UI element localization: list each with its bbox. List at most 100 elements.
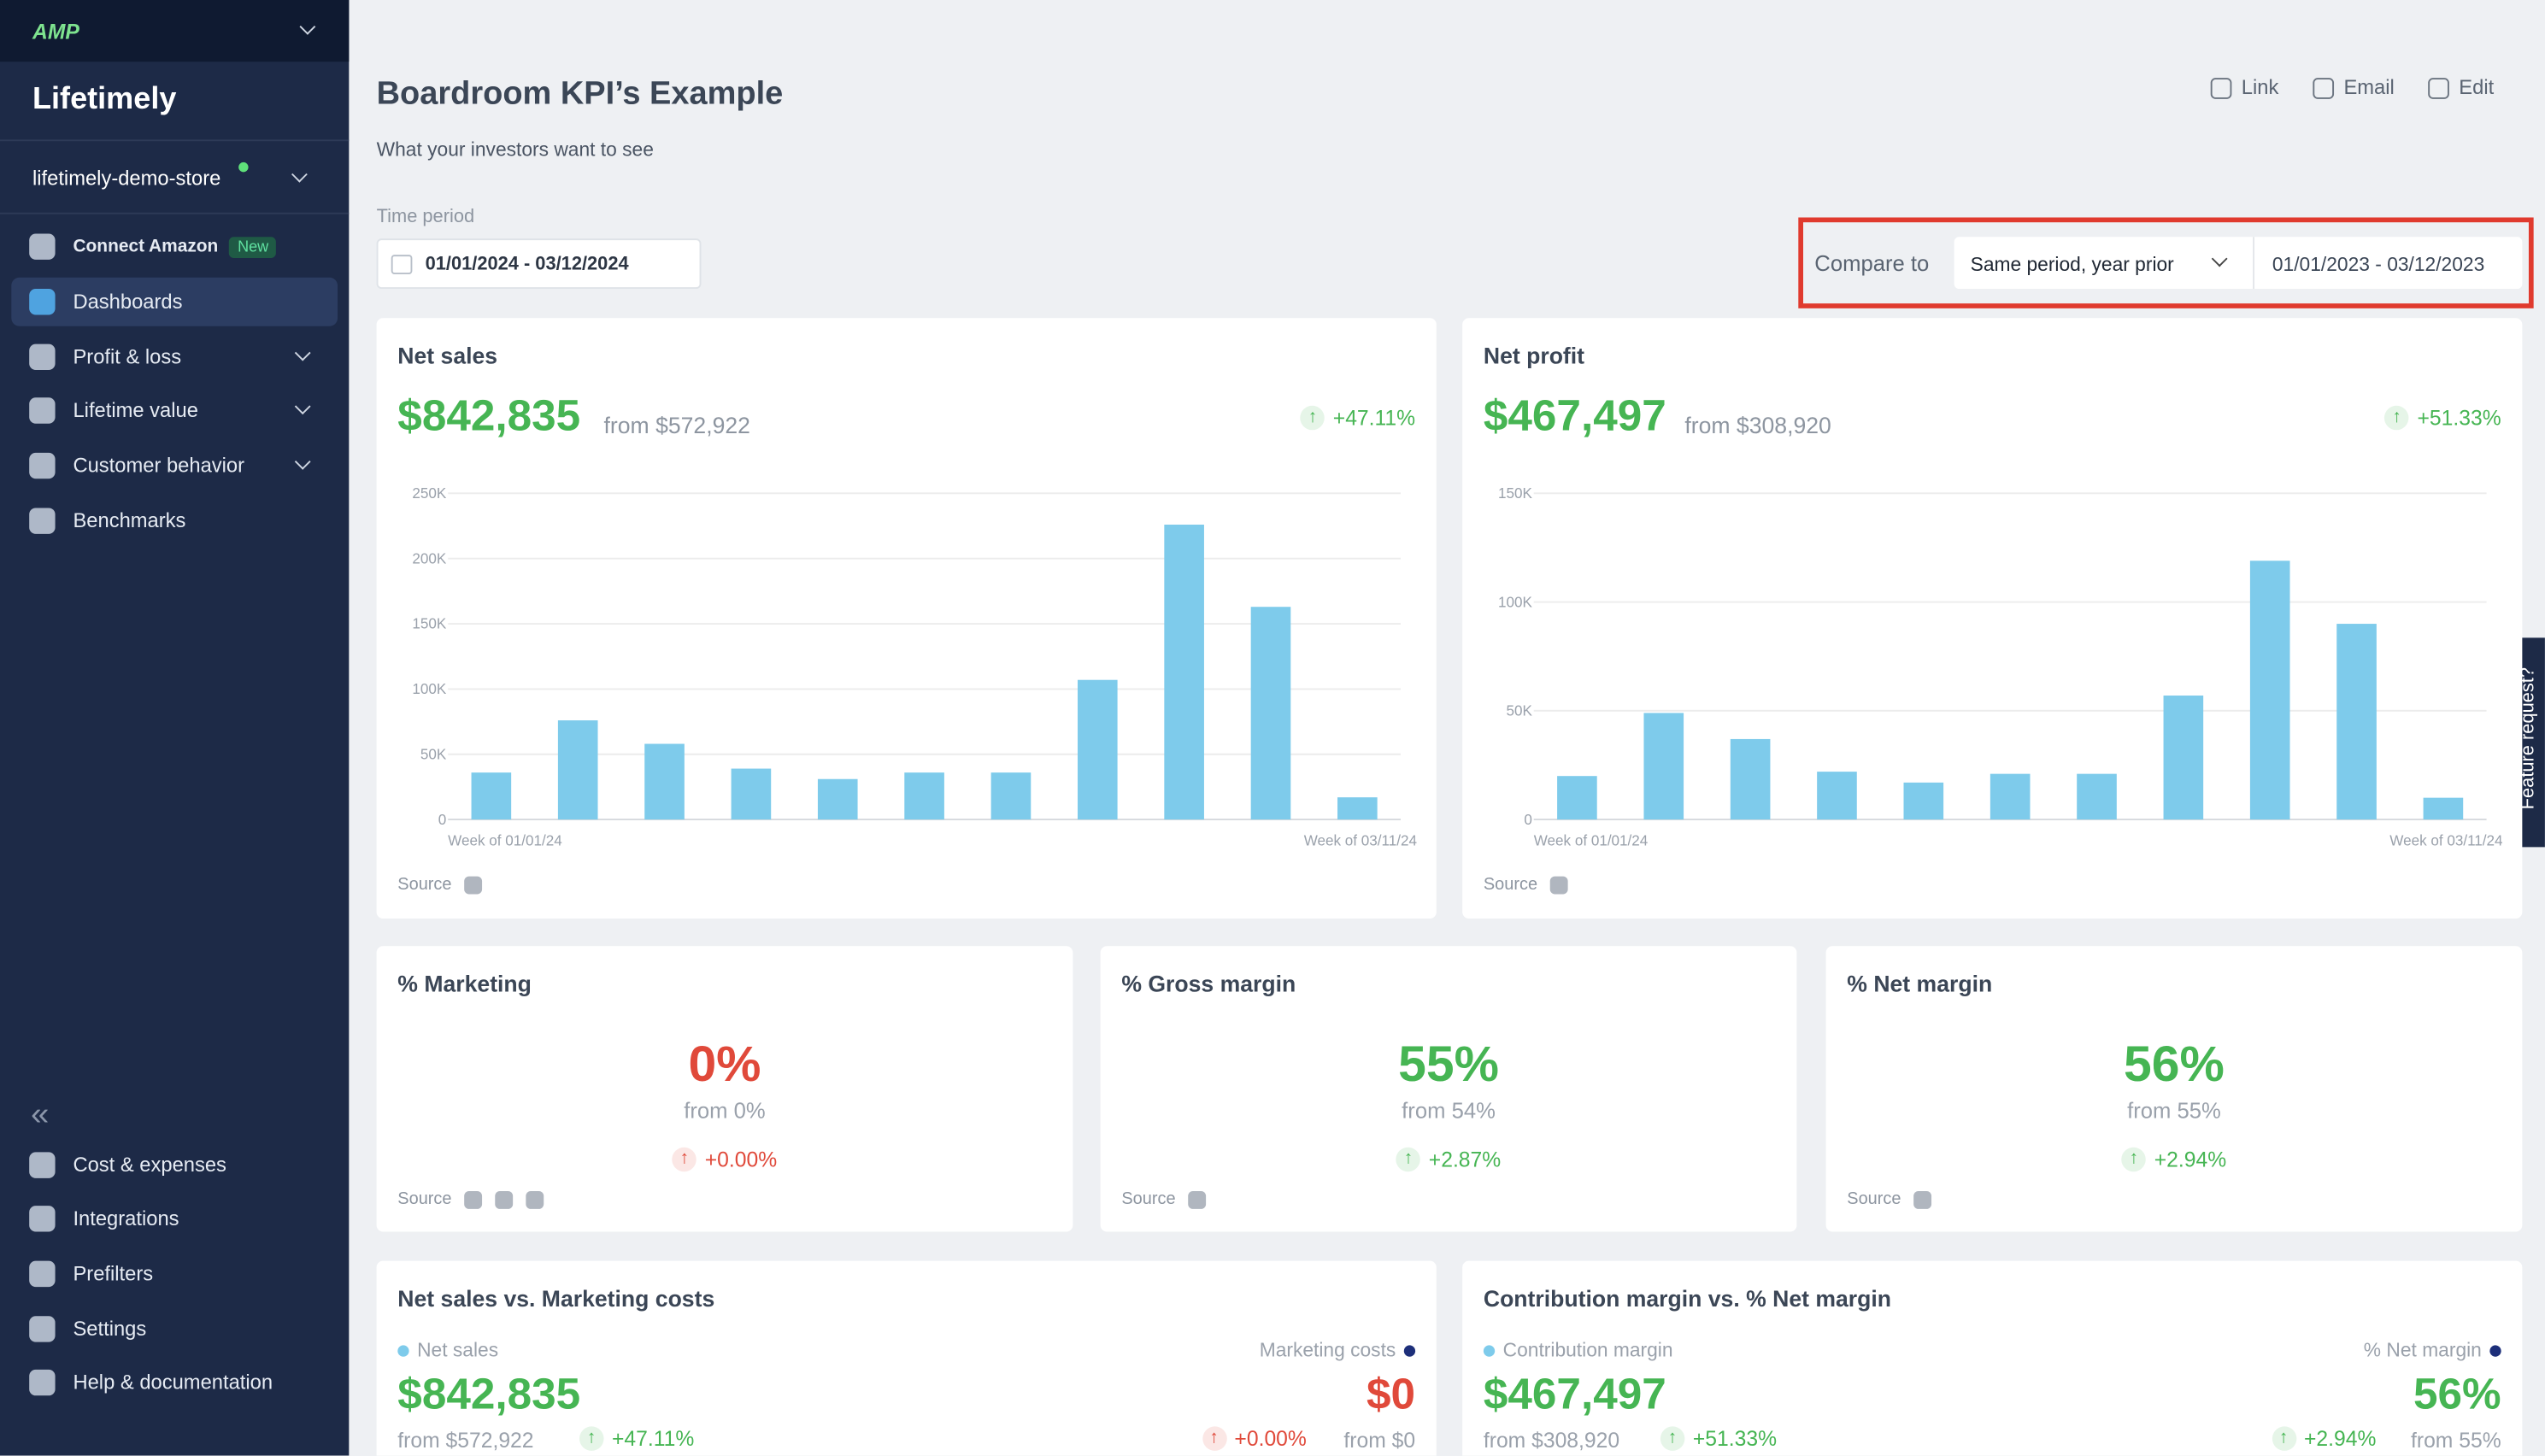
nav-item[interactable]: Settings (11, 1305, 338, 1353)
action-label[interactable]: Email (2343, 76, 2395, 99)
bar (1730, 738, 1771, 820)
nav-icon (29, 1369, 56, 1396)
bar (1817, 772, 1857, 820)
change-arrow: ↑ (1660, 1426, 1685, 1451)
series-dot (1403, 1344, 1416, 1356)
nav-label[interactable]: Benchmarks (73, 509, 186, 532)
nav-label[interactable]: Customer behavior (73, 454, 245, 478)
source-icon (1188, 1191, 1207, 1209)
nav-label[interactable]: Lifetime value (73, 399, 198, 422)
nav-item[interactable]: Integrations (11, 1195, 338, 1243)
kpi-from: from $308,920 (1684, 412, 1831, 438)
source-icon (526, 1191, 544, 1209)
brand[interactable]: AMP (32, 19, 79, 44)
series-name: Marketing costs (1260, 1339, 1424, 1361)
nav-chevron[interactable] (294, 344, 311, 361)
bar (990, 772, 1032, 820)
y-tick-label: 100K (412, 681, 446, 697)
nav-label[interactable]: Integrations (73, 1207, 179, 1230)
collapse-icon[interactable]: « (31, 1096, 50, 1133)
nav-label[interactable]: Dashboards (73, 290, 183, 314)
nav-label[interactable]: Cost & expenses (73, 1154, 226, 1177)
nav-item[interactable]: Lifetime value (11, 386, 338, 435)
bar (1077, 679, 1118, 820)
change-value: +51.33% (2417, 405, 2501, 431)
change: ↑ +51.33% (2384, 405, 2501, 431)
nav-chevron[interactable] (294, 398, 311, 415)
series-name: Contribution margin (1475, 1338, 1673, 1362)
action-icon (2428, 77, 2449, 98)
change-arrow: ↑ (672, 1147, 697, 1172)
store-name[interactable]: lifetimely-demo-store (32, 167, 221, 191)
compare-range[interactable]: 01/01/2023 - 03/12/2023 (2272, 253, 2485, 276)
change-arrow: ↑ (2272, 1426, 2296, 1451)
nav-icon (29, 1316, 56, 1342)
x-tick-label: Week of 03/11/24 (2389, 832, 2502, 848)
series-from: from $308,920 (1483, 1428, 1620, 1453)
series-value: 56% (2413, 1369, 2501, 1418)
bar (2249, 561, 2290, 820)
calendar-icon (391, 255, 413, 274)
metric-card: % Marketing 0% from 0% ↑ +0.00% Source (376, 946, 1073, 1232)
y-tick-label: 50K (1506, 703, 1532, 719)
nav-item[interactable]: Customer behavior (11, 442, 338, 490)
nav-item[interactable]: Profit & loss (11, 332, 338, 381)
nav-label[interactable]: Prefilters (73, 1262, 154, 1286)
change: ↑ +2.94% (2272, 1426, 2377, 1451)
header-action[interactable]: Link (2210, 76, 2279, 99)
x-tick-label: Week of 01/01/24 (448, 832, 562, 848)
y-tick-label: 50K (420, 746, 447, 762)
header-action[interactable]: Edit (2428, 76, 2494, 99)
bar (2336, 624, 2377, 820)
compare-label: Compare to (1814, 251, 1930, 276)
nav-icon (29, 508, 56, 534)
series-name: Net sales (390, 1339, 498, 1361)
metric-card: % Net margin 56% from 55% ↑ +2.94% Source (1825, 946, 2523, 1232)
source-label: Source (1121, 1189, 1176, 1209)
nav-label[interactable]: Profit & loss (73, 345, 182, 369)
change-arrow: ↑ (2384, 405, 2410, 431)
metric-card: % Gross margin 55% from 54% ↑ +2.87% Source (1100, 946, 1797, 1232)
change-value: +2.94% (2304, 1426, 2377, 1451)
bar (557, 720, 598, 820)
series-dot (2489, 1344, 2501, 1356)
y-tick-label: 0 (1524, 812, 1532, 828)
nav-chevron[interactable] (294, 453, 311, 470)
series-value: $842,835 (397, 1369, 581, 1418)
series-label: Contribution margin (1502, 1338, 1673, 1362)
nav-item[interactable]: Help & documentation (11, 1359, 338, 1407)
metric-value: 0% (688, 1035, 761, 1093)
action-label[interactable]: Edit (2459, 76, 2495, 99)
change-value: +47.11% (1332, 405, 1416, 431)
action-label[interactable]: Link (2241, 76, 2279, 99)
x-tick-label: Week of 01/01/24 (1534, 832, 1649, 848)
nav-item[interactable]: Prefilters (11, 1249, 338, 1298)
change-value: +0.00% (1234, 1426, 1307, 1451)
card-title: % Marketing (397, 970, 532, 997)
nav-label[interactable]: Help & documentation (73, 1371, 273, 1394)
change-arrow: ↑ (1396, 1147, 1421, 1172)
status-dot (238, 161, 249, 173)
series-from: from 55% (2410, 1428, 2501, 1453)
nav-item[interactable]: Cost & expenses (11, 1141, 338, 1189)
nav-item[interactable]: Benchmarks (11, 496, 338, 545)
bar (2077, 773, 2117, 820)
app-name: Lifetimely (32, 82, 177, 117)
compare-select[interactable]: Same period, year prior (1970, 253, 2174, 276)
bar (1164, 525, 1204, 820)
comparison-card: Contribution margin vs. % Net margin Cont… (1462, 1260, 2523, 1456)
nav-label[interactable]: Settings (73, 1318, 147, 1341)
header-action[interactable]: Email (2313, 76, 2395, 99)
nav-label[interactable]: Connect Amazon (73, 237, 219, 257)
nav-item[interactable]: Dashboards (11, 277, 338, 326)
change: ↑ +2.87% (1101, 1147, 1797, 1172)
card-title: % Net margin (1847, 970, 1993, 997)
change: ↑ +51.33% (1660, 1426, 1777, 1451)
time-period-input[interactable]: 01/01/2024 - 03/12/2024 (376, 238, 702, 290)
metric-from: from 54% (1402, 1098, 1496, 1124)
x-tick-label: Week of 03/11/24 (1304, 832, 1417, 848)
select-chevron[interactable] (2211, 250, 2228, 267)
metric-from: from 55% (2127, 1098, 2221, 1124)
nav-item[interactable]: Connect Amazon New (11, 222, 338, 271)
